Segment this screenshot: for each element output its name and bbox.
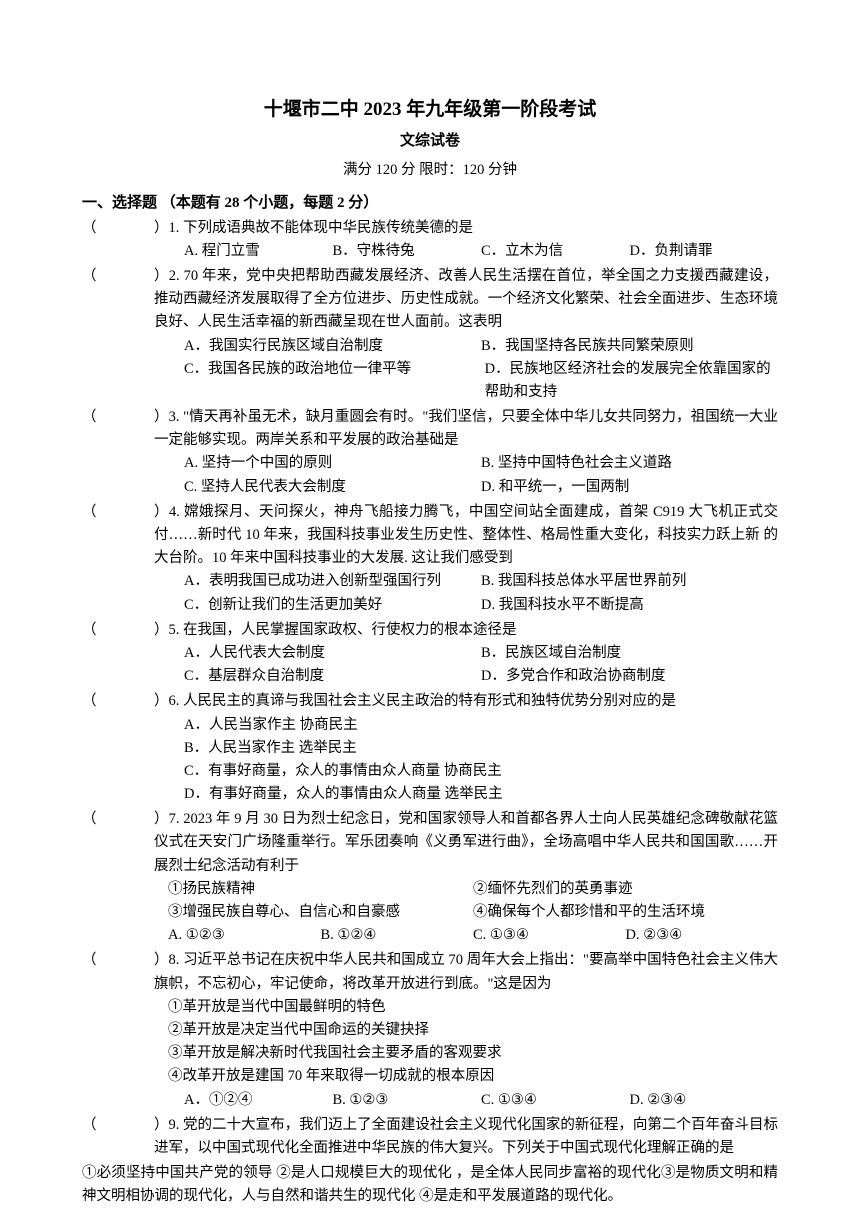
q8-stem: 习近平总书记在庆祝中华人民共和国成立 70 周年大会上指出："要高举中国特色社会… <box>154 952 778 991</box>
q1-opt-c: C．立木为信 <box>481 240 630 263</box>
q2-opt-b: B．我国坚持各民族共同繁荣原则 <box>481 335 778 358</box>
question-3: （ ）3. "情天再补虽无术，缺月重圆会有时。"我们坚信，只要全体中华儿女共同努… <box>82 406 778 499</box>
q1-opt-b: B．守株待兔 <box>333 240 482 263</box>
q7-s4: ④确保每个人都珍惜和平的生活环境 <box>473 901 778 924</box>
q2-opt-c: C．我国各民族的政治地位一律平等 <box>184 358 477 404</box>
paren-left: （ <box>82 1114 98 1160</box>
q3-opt-c: C. 坚持人民代表大会制度 <box>184 476 481 499</box>
q3-opt-a: A. 坚持一个中国的原则 <box>184 452 481 475</box>
question-8: （ ）8. 习近平总书记在庆祝中华人民共和国成立 70 周年大会上指出："要高举… <box>82 949 778 1111</box>
q4-stem: 嫦娥探月、天问探火，神舟飞船接力腾飞，中国空间站全面建成，首架 C919 大飞机… <box>154 504 778 566</box>
q1-opt-d: D．负荆请罪 <box>630 240 779 263</box>
paren-left: （ <box>82 406 98 499</box>
q7-opt-a: A. ①②③ <box>168 924 321 947</box>
question-5: （ ）5. 在我国，人民掌握国家政权、行使权力的根本途径是 A．人民代表大会制度… <box>82 619 778 689</box>
q6-num: ）6. <box>154 693 179 709</box>
paren-left: （ <box>82 217 98 263</box>
q3-stem: "情天再补虽无术，缺月重圆会有时。"我们坚信，只要全体中华儿女共同努力，祖国统一… <box>154 409 778 448</box>
question-4: （ ）4. 嫦娥探月、天问探火，神舟飞船接力腾飞，中国空间站全面建成，首架 C9… <box>82 501 778 617</box>
exam-subtitle: 文综试卷 <box>82 129 778 153</box>
q8-s2: ②革开放是决定当代中国命运的关键抉择 <box>168 1019 778 1042</box>
q4-num: ）4. <box>154 504 180 520</box>
q7-s2: ②缅怀先烈们的英勇事迹 <box>473 878 778 901</box>
q8-opt-b: B. ①②③ <box>333 1089 482 1112</box>
question-9: （ ）9. 党的二十大宣布，我们迈上了全面建设社会主义现代化国家的新征程，向第二… <box>82 1114 778 1160</box>
q6-opt-b: B．人民当家作主 选举民主 <box>184 737 778 760</box>
paren-left: （ <box>82 808 98 947</box>
q2-opt-a: A．我国实行民族区域自治制度 <box>184 335 481 358</box>
q8-num: ）8. <box>154 952 179 968</box>
q4-opt-d: D. 我国科技水平不断提高 <box>481 594 778 617</box>
q5-stem: 在我国，人民掌握国家政权、行使权力的根本途径是 <box>183 622 517 638</box>
question-2: （ ）2. 70 年来，党中央把帮助西藏发展经济、改善人民生活摆在首位，举全国之… <box>82 265 778 404</box>
q5-opt-b: B．民族区域自治制度 <box>481 642 778 665</box>
paren-left: （ <box>82 949 98 1111</box>
paren-left: （ <box>82 501 98 617</box>
q5-num: ）5. <box>154 622 179 638</box>
q6-opt-c: C．有事好商量，众人的事情由众人商量 协商民主 <box>184 760 778 783</box>
q8-opt-c: C. ①③④ <box>481 1089 630 1112</box>
question-7: （ ）7. 2023 年 9 月 30 日为烈士纪念日，党和国家领导人和首都各界… <box>82 808 778 947</box>
q8-s1: ①革开放是当代中国最鲜明的特色 <box>168 996 778 1019</box>
q6-opt-a: A．人民当家作主 协商民主 <box>184 714 778 737</box>
question-1: （ ）1. 下列成语典故不能体现中华民族传统美德的是 A. 程门立雪 B．守株待… <box>82 217 778 263</box>
section-header: 一、选择题 （本题有 28 个小题，每题 2 分） <box>82 191 778 215</box>
q7-num: ） <box>154 811 169 827</box>
q6-stem: 人民民主的真谛与我国社会主义民主政治的特有形式和独特优势分别对应的是 <box>183 693 676 709</box>
q3-opt-b: B. 坚持中国特色社会主义道路 <box>481 452 778 475</box>
q5-opt-d: D．多党合作和政治协商制度 <box>481 665 778 688</box>
q2-stem: 70 年来，党中央把帮助西藏发展经济、改善人民生活摆在首位，举全国之力支援西藏建… <box>154 268 778 330</box>
q7-opt-c: C. ①③④ <box>473 924 626 947</box>
q6-opt-d: D．有事好商量，众人的事情由众人商量 选举民主 <box>184 783 778 806</box>
q7-s3: ③增强民族自尊心、自信心和自豪感 <box>168 901 473 924</box>
q3-opt-d: D. 和平统一，一国两制 <box>481 476 778 499</box>
q7-s1: ①扬民族精神 <box>168 878 473 901</box>
q9-stem: 党的二十大宣布，我们迈上了全面建设社会主义现代化国家的新征程，向第二个百年奋斗目… <box>154 1117 778 1156</box>
q5-opt-c: C．基层群众自治制度 <box>184 665 481 688</box>
page-number: 1 <box>0 1163 860 1184</box>
q1-opt-a: A. 程门立雪 <box>184 240 333 263</box>
q1-num: ）1. <box>154 220 179 236</box>
q2-opt-d: D．民族地区经济社会的发展完全依靠国家的帮助和支持 <box>485 358 778 404</box>
q4-opt-b: B. 我国科技总体水平居世界前列 <box>481 570 778 593</box>
exam-info: 满分 120 分 限时：120 分钟 <box>82 159 778 182</box>
q2-num: ）2. <box>154 268 180 284</box>
q9-num: ）9. <box>154 1117 179 1133</box>
q5-opt-a: A．人民代表大会制度 <box>184 642 481 665</box>
exam-title: 十堰市二中 2023 年九年级第一阶段考试 <box>82 95 778 125</box>
q3-num: ）3. <box>154 409 179 425</box>
paren-left: （ <box>82 265 98 404</box>
q1-stem: 下列成语典故不能体现中华民族传统美德的是 <box>183 220 473 236</box>
q4-opt-c: C．创新让我们的生活更加美好 <box>184 594 481 617</box>
q4-opt-a: A．表明我国已成功进入创新型强国行列 <box>184 570 481 593</box>
q8-opt-a: A．①②④ <box>184 1089 333 1112</box>
question-6: （ ）6. 人民民主的真谛与我国社会主义民主政治的特有形式和独特优势分别对应的是… <box>82 690 778 806</box>
q8-s4: ④改革开放是建国 70 年来取得一切成就的根本原因 <box>168 1065 778 1088</box>
q8-s3: ③革开放是解决新时代我国社会主要矛盾的客观要求 <box>168 1042 778 1065</box>
q7-stem: 7. 2023 年 9 月 30 日为烈士纪念日，党和国家领导人和首都各界人士向… <box>154 811 778 873</box>
paren-left: （ <box>82 690 98 806</box>
q7-opt-d: D. ②③④ <box>626 924 779 947</box>
q7-opt-b: B. ①②④ <box>321 924 474 947</box>
q8-opt-d: D. ②③④ <box>630 1089 779 1112</box>
paren-left: （ <box>82 619 98 689</box>
